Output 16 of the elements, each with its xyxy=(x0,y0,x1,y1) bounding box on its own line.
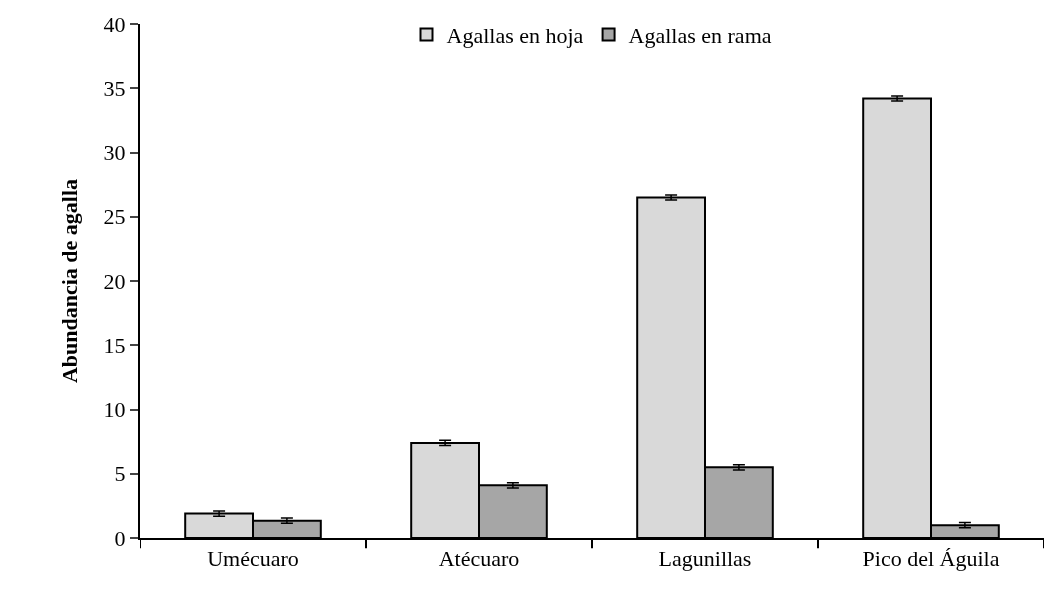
legend-label: Agallas en hoja xyxy=(446,23,584,49)
y-axis-title: Abundancia de agalla xyxy=(56,178,82,384)
y-tick-label: 5 xyxy=(114,461,126,487)
y-tick-label: 30 xyxy=(103,140,126,166)
y-tick-label: 25 xyxy=(103,204,126,230)
x-tick-label: Atécuaro xyxy=(438,546,520,572)
x-tick-label: Pico del Águila xyxy=(862,546,1000,572)
y-tick-label: 10 xyxy=(103,397,126,423)
y-tick-label: 15 xyxy=(103,332,126,358)
legend-label: Agallas en rama xyxy=(628,23,772,49)
y-tick-label: 0 xyxy=(114,525,126,551)
x-tick-label: Lagunillas xyxy=(658,546,752,572)
y-tick-label: 40 xyxy=(103,11,126,37)
x-tick-label: Umécuaro xyxy=(207,546,299,572)
y-tick-label: 20 xyxy=(103,268,126,294)
y-tick-label: 35 xyxy=(103,75,126,101)
